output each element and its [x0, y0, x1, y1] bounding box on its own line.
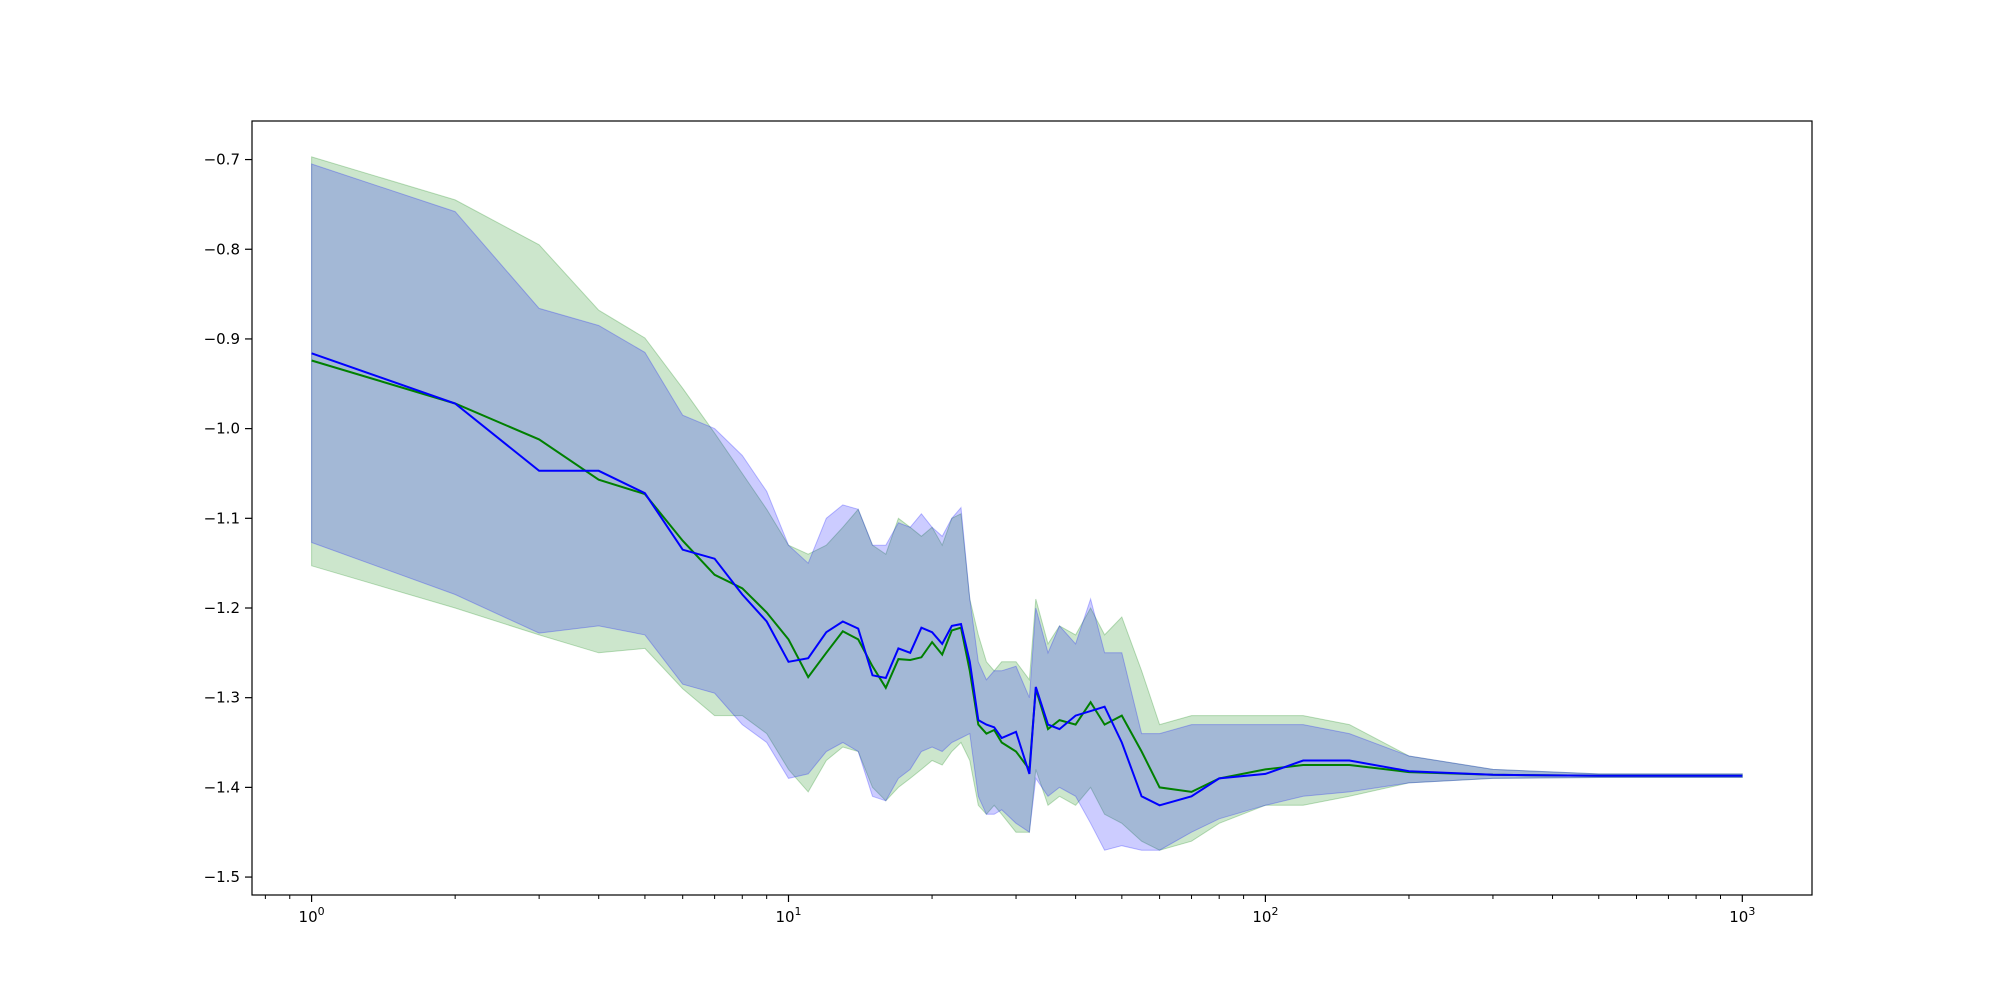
plot-frame	[251, 120, 1813, 896]
series-2-band	[311, 163, 1743, 851]
confidence-bands	[311, 156, 1743, 851]
series-2-line	[311, 352, 1743, 807]
series-lines	[311, 352, 1743, 807]
y-tick-label: −1.2	[204, 599, 240, 617]
y-tick-label: −0.8	[204, 240, 240, 258]
y-tick-label: −1.5	[204, 868, 240, 886]
y-tick-label: −1.3	[204, 689, 240, 707]
y-axis: −0.7 −0.8 −0.9 −1.0 −1.1 −1.2 −1.3 −1.4 −1.5	[204, 151, 252, 886]
y-tick-label: −1.4	[204, 778, 240, 796]
y-tick-label: −1.0	[204, 420, 240, 438]
y-tick-label: −1.1	[204, 509, 240, 527]
series-1-band	[311, 156, 1743, 851]
y-tick-label: −0.7	[204, 151, 240, 169]
y-tick-label: −0.9	[204, 330, 240, 348]
